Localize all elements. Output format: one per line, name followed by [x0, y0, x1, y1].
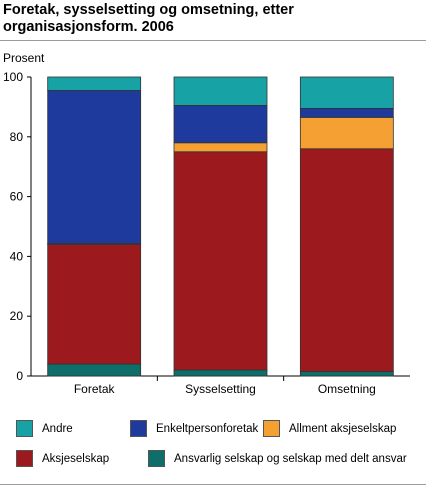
legend-label: Ansvarlig selskap og selskap med delt an…	[174, 452, 407, 465]
legend-item-andre: Andre	[16, 420, 73, 437]
x-tick-label: Omsetning	[318, 382, 376, 396]
bar-segment	[299, 148, 394, 372]
legend-item-allment-aksjeselskap: Allment aksjeselskap	[263, 420, 396, 437]
bar-segment	[173, 105, 268, 144]
chart-title: Foretak, sysselsetting og omsetning, ett…	[3, 2, 294, 35]
y-tick-label: 40	[10, 249, 24, 263]
x-axis-labels: Foretak Sysselsetting Omsetning	[74, 382, 376, 396]
bar-segment	[173, 142, 268, 153]
y-tick-label: 100	[3, 70, 23, 84]
legend-label: Allment aksjeselskap	[289, 422, 397, 435]
bar-segment	[47, 363, 142, 377]
bar-segment	[299, 116, 394, 150]
legend-item-aksjeselskap: Aksjeselskap	[16, 450, 109, 467]
x-tick-label: Sysselsetting	[185, 382, 256, 396]
bar-segment	[299, 76, 394, 109]
title-divider	[0, 40, 426, 41]
bar-segment	[299, 371, 394, 377]
legend-label: Andre	[42, 422, 73, 435]
y-tick-label: 60	[10, 190, 24, 204]
bar-segment	[47, 76, 142, 91]
legend-swatch	[263, 420, 280, 437]
legend-swatch	[16, 450, 33, 467]
bar-segment	[47, 244, 142, 365]
bar-segment	[173, 76, 268, 106]
y-axis-label: Prosent	[3, 51, 45, 65]
legend-item-enkeltpersonforetak: Enkeltpersonforetak	[130, 420, 258, 437]
legend-label: Enkeltpersonforetak	[156, 422, 259, 435]
bars-group	[47, 76, 394, 381]
legend-swatch	[130, 420, 147, 437]
legend-label: Aksjeselskap	[42, 452, 110, 465]
legend-swatch	[148, 450, 165, 467]
y-tick-label: 20	[10, 309, 24, 323]
y-tick-label: 0	[16, 369, 23, 383]
x-tick-label: Foretak	[74, 382, 116, 396]
stacked-bar-chart: Prosent 0 20 40 60 80 100 Foretak Sysselsettin…	[3, 51, 410, 396]
bar-segment	[173, 151, 268, 371]
chart-legend: Andre Enkeltpersonforetak Allment aksjes…	[0, 412, 426, 485]
bar-segment	[47, 90, 142, 244]
bar-segment	[299, 107, 394, 118]
legend-swatch	[16, 420, 33, 437]
bar-segment	[173, 369, 268, 377]
legend-item-ansvarlig-selskap: Ansvarlig selskap og selskap med delt an…	[148, 450, 407, 467]
y-tick-label: 80	[10, 130, 24, 144]
